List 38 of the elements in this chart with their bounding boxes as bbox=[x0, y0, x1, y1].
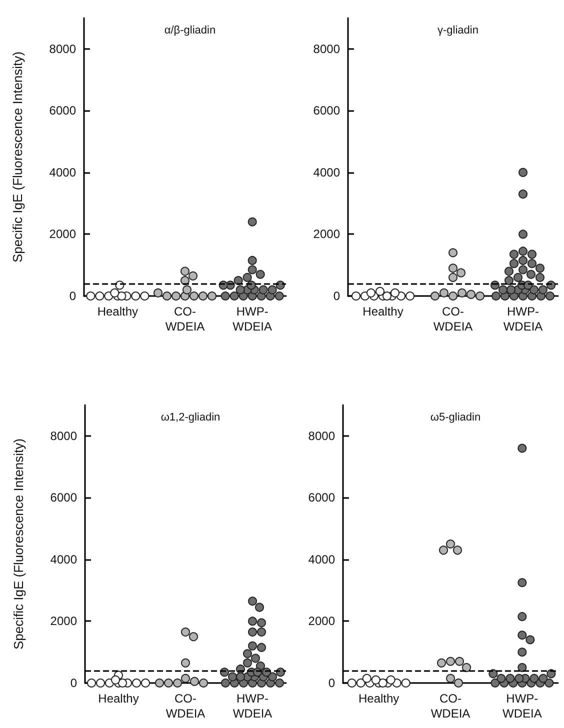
x-tick-label: HWP-WDEIA bbox=[502, 692, 542, 720]
y-tick-label: 6000 bbox=[50, 490, 78, 505]
y-tick-label: 0 bbox=[328, 676, 336, 690]
y-tick-label: 6000 bbox=[49, 104, 76, 118]
x-tick-label: CO-WDEIA bbox=[430, 692, 470, 720]
x-tick-label: Healthy bbox=[97, 304, 138, 318]
x-tick-label: Healthy bbox=[98, 692, 139, 706]
x-tick-label: Healthy bbox=[362, 304, 404, 318]
y-tick-label: 4000 bbox=[50, 552, 78, 566]
text: γ-gliadin bbox=[438, 24, 478, 36]
y-axis-title: Specific IgE (Fluorescence Intensity) bbox=[11, 438, 26, 650]
text: ω5-gliadin bbox=[430, 412, 481, 424]
y-tick-label: 0 bbox=[70, 676, 78, 690]
x-tick-label: CO-WDEIA bbox=[166, 692, 206, 720]
x-tick-label: HWP-WDEIA bbox=[232, 692, 272, 720]
x-tick-label: CO-WDEIA bbox=[165, 304, 205, 334]
y-tick-label: 4000 bbox=[313, 165, 340, 180]
y-axis-title: Specific IgE (Fluorescence Intensity) bbox=[10, 52, 25, 262]
y-tick-label: 0 bbox=[333, 289, 340, 303]
y-tick-label: 2000 bbox=[50, 614, 78, 628]
x-tick-label: Healthy bbox=[358, 692, 400, 706]
text: ω1,2-gliadin bbox=[160, 412, 220, 424]
x-tick-label: CO-WDEIA bbox=[433, 304, 473, 334]
y-tick-label: 4000 bbox=[308, 552, 336, 566]
y-tick-label: 2000 bbox=[313, 227, 340, 242]
y-tick-label: 8000 bbox=[308, 428, 336, 443]
y-tick-label: 4000 bbox=[49, 165, 76, 180]
y-tick-label: 6000 bbox=[308, 490, 336, 505]
y-tick-label: 2000 bbox=[308, 614, 336, 628]
y-tick-label: 6000 bbox=[313, 104, 340, 118]
y-tick-label: 0 bbox=[69, 289, 76, 303]
y-tick-label: 8000 bbox=[50, 428, 78, 443]
text: α/β-gliadin bbox=[164, 24, 216, 36]
x-tick-label: HWP-WDEIA bbox=[232, 304, 272, 334]
y-tick-label: 8000 bbox=[49, 42, 76, 56]
y-tick-label: 2000 bbox=[49, 227, 76, 242]
x-tick-label: HWP-WDEIA bbox=[503, 304, 543, 334]
y-tick-label: 8000 bbox=[313, 42, 340, 56]
